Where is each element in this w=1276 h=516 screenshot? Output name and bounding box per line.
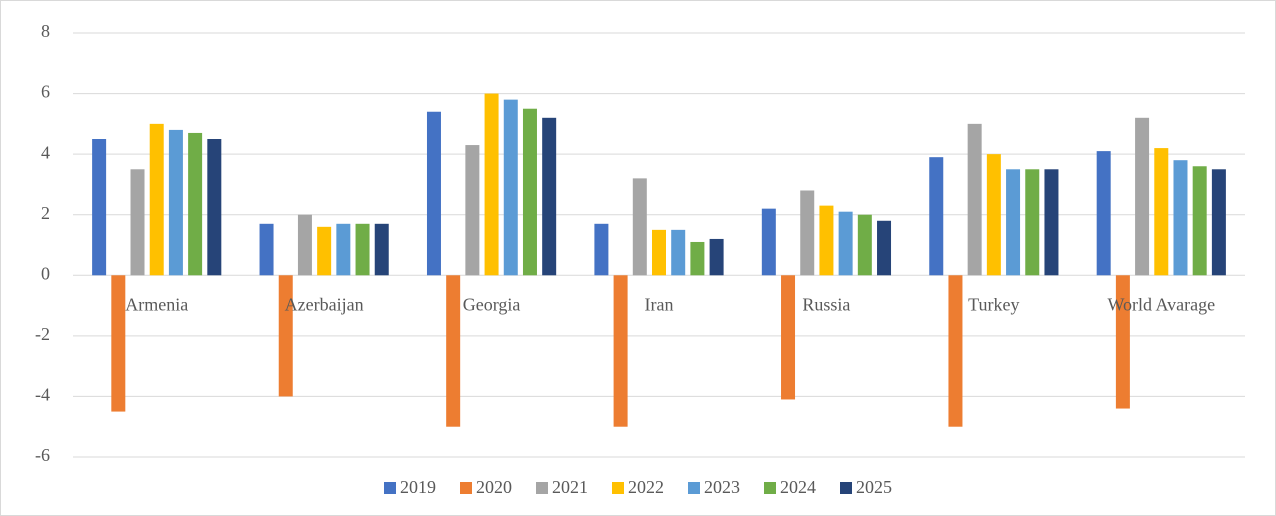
legend-label: 2020 bbox=[476, 477, 512, 497]
bar bbox=[149, 123, 164, 276]
bar bbox=[800, 190, 815, 276]
bar bbox=[259, 223, 274, 276]
bar bbox=[1006, 169, 1021, 276]
bar bbox=[761, 208, 776, 276]
legend-label: 2025 bbox=[856, 477, 892, 497]
bar bbox=[355, 223, 370, 276]
bar bbox=[1211, 169, 1226, 276]
legend-swatch bbox=[612, 482, 624, 494]
bar bbox=[986, 154, 1001, 276]
bar bbox=[1173, 160, 1188, 276]
bar bbox=[1044, 169, 1059, 276]
bar bbox=[1096, 151, 1111, 276]
bar bbox=[446, 275, 461, 427]
bar bbox=[297, 214, 312, 276]
x-tick-label: World Avarage bbox=[1107, 294, 1215, 314]
bar bbox=[92, 139, 107, 276]
bar bbox=[709, 238, 724, 276]
x-tick-label: Georgia bbox=[463, 294, 521, 314]
bar bbox=[426, 111, 441, 276]
bar bbox=[838, 211, 853, 276]
bar bbox=[857, 214, 872, 276]
legend-label: 2019 bbox=[400, 477, 436, 497]
y-tick-label: 8 bbox=[41, 21, 50, 41]
y-tick-label: -6 bbox=[35, 445, 50, 465]
legend-label: 2022 bbox=[628, 477, 664, 497]
y-tick-label: -4 bbox=[35, 385, 50, 405]
bar bbox=[188, 132, 203, 276]
y-tick-label: 0 bbox=[41, 263, 50, 283]
bar bbox=[111, 275, 126, 412]
bar bbox=[613, 275, 628, 427]
y-tick-label: -2 bbox=[35, 324, 50, 344]
bar bbox=[594, 223, 609, 276]
legend-label: 2021 bbox=[552, 477, 588, 497]
bar bbox=[207, 139, 222, 276]
y-tick-label: 6 bbox=[41, 82, 50, 102]
legend-label: 2023 bbox=[704, 477, 740, 497]
bar bbox=[1025, 169, 1040, 276]
x-tick-label: Iran bbox=[645, 294, 674, 314]
bar bbox=[168, 129, 183, 276]
bar bbox=[503, 99, 518, 276]
bar bbox=[317, 226, 332, 276]
y-tick-label: 4 bbox=[41, 142, 50, 162]
x-tick-label: Armenia bbox=[125, 294, 188, 314]
legend-swatch bbox=[460, 482, 472, 494]
bar bbox=[632, 178, 647, 276]
y-tick-label: 2 bbox=[41, 203, 50, 223]
legend-swatch bbox=[688, 482, 700, 494]
bar bbox=[542, 117, 557, 276]
bar bbox=[278, 275, 293, 397]
bar bbox=[1135, 117, 1150, 276]
x-tick-label: Turkey bbox=[968, 294, 1019, 314]
bar bbox=[1115, 275, 1130, 409]
legend-swatch bbox=[840, 482, 852, 494]
bar bbox=[1154, 148, 1169, 276]
legend-swatch bbox=[536, 482, 548, 494]
bar bbox=[130, 169, 145, 276]
bar bbox=[1192, 166, 1207, 276]
bar bbox=[522, 108, 537, 276]
bar bbox=[819, 205, 834, 276]
x-tick-label: Azerbaijan bbox=[285, 294, 364, 314]
bar bbox=[690, 241, 705, 276]
bar bbox=[465, 145, 480, 276]
bar bbox=[967, 123, 982, 276]
bar bbox=[652, 229, 666, 276]
legend-swatch bbox=[384, 482, 396, 494]
x-tick-label: Russia bbox=[802, 294, 850, 314]
bar bbox=[374, 223, 389, 276]
bar bbox=[929, 157, 944, 276]
legend-swatch bbox=[764, 482, 776, 494]
legend-label: 2024 bbox=[780, 477, 816, 497]
bar bbox=[484, 93, 499, 276]
bar bbox=[781, 275, 796, 400]
bar bbox=[948, 275, 963, 427]
bar bbox=[336, 223, 351, 276]
bar bbox=[877, 220, 892, 276]
bar bbox=[671, 229, 686, 276]
